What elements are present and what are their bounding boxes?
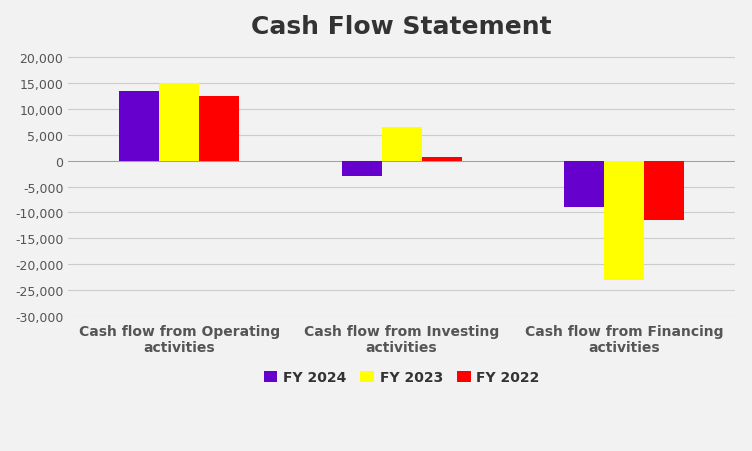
Bar [422,157,462,161]
Bar [604,161,644,280]
Bar [381,128,422,161]
Legend: FY 2024, FY 2023, FY 2022: FY 2024, FY 2023, FY 2022 [258,365,545,390]
Bar [199,97,239,161]
Bar [120,92,159,161]
Bar [564,161,604,208]
Title: Cash Flow Statement: Cash Flow Statement [251,15,552,39]
Bar [159,84,199,161]
Bar [644,161,684,221]
Bar [341,161,381,177]
